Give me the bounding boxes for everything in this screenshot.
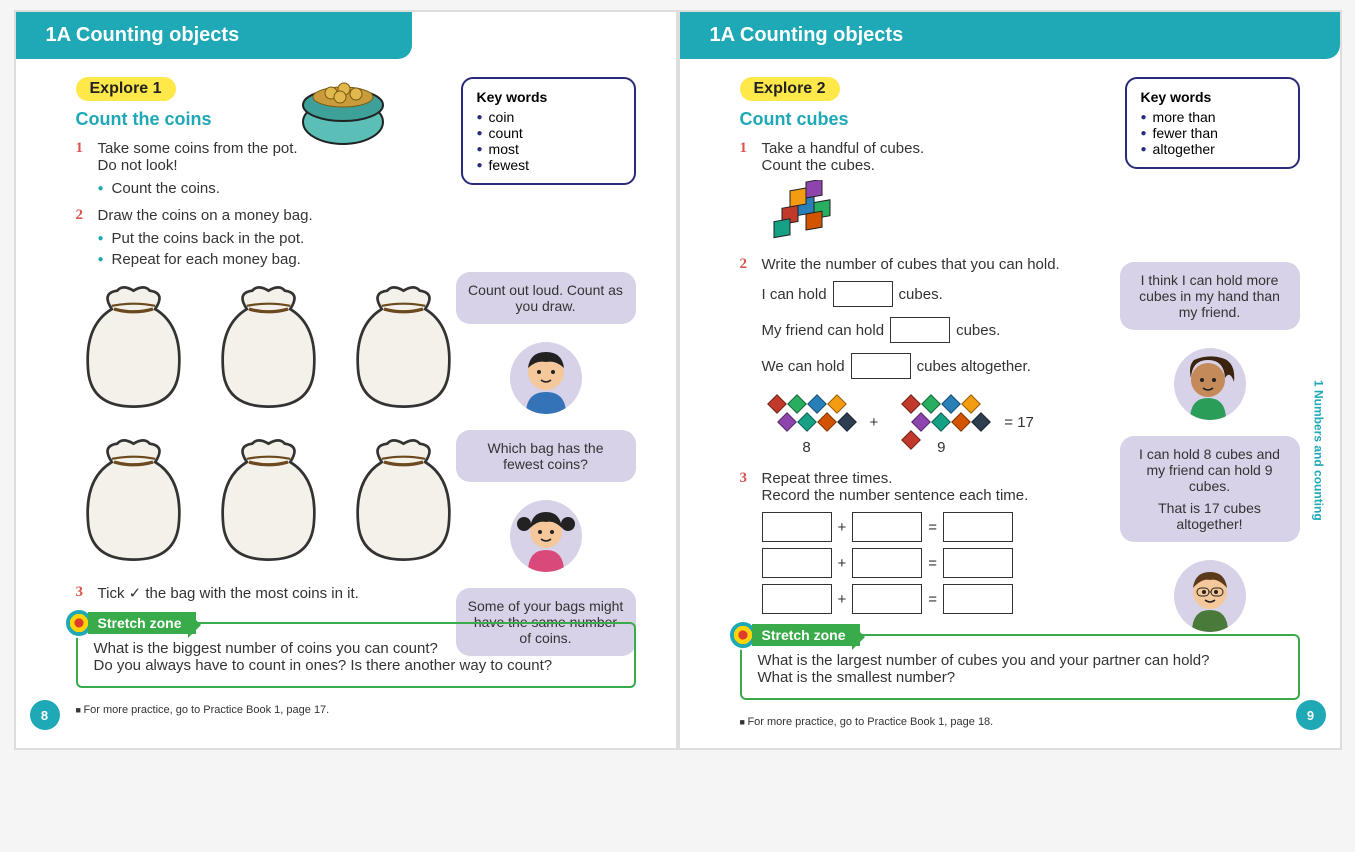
money-bag-icon [76,435,191,570]
cube-group-9-icon [896,389,986,439]
speech-bubble: I can hold 8 cubes and my friend can hol… [1120,436,1300,542]
equation-row: += [762,584,1080,614]
stretch-label: Stretch zone [88,612,196,634]
blank-input[interactable] [852,548,922,578]
child-avatar-icon [510,500,582,572]
header-left: 1A Counting objects [16,12,412,59]
blank-input[interactable] [943,584,1013,614]
callouts-right: I think I can hold more cubes in my hand… [1120,262,1300,636]
blank-input[interactable] [833,281,893,307]
keywords-box-left: Key words coin count most fewest [461,77,636,185]
step-2: 2 Draw the coins on a money bag. Put the… [76,207,436,268]
equation-row: += [762,512,1080,542]
step-2: 2 Write the number of cubes that you can… [740,256,1080,456]
footer-note-right: For more practice, go to Practice Book 1… [680,708,1340,728]
steps-left-3: 3 Tick ✓ the bag with the most coins in … [76,584,436,602]
header-right: 1A Counting objects [680,12,1340,59]
steps-left: 1 Take some coins from the pot. Do not l… [76,140,436,268]
step-3: 3 Tick ✓ the bag with the most coins in … [76,584,436,602]
blank-input[interactable] [943,512,1013,542]
page-left: 1A Counting objects Explore 1 Count the … [16,12,676,748]
stretch-label: Stretch zone [752,624,860,646]
speech-bubble: I think I can hold more cubes in my hand… [1120,262,1300,330]
blank-input[interactable] [851,353,911,379]
money-bags [76,282,476,570]
stretch-question: What is the smallest number? [758,669,1282,686]
explore-pill-left: Explore 1 [76,77,176,101]
keyword-item: fewer than [1141,125,1282,141]
keywords-title: Key words [477,89,618,105]
equation-row: += [762,548,1080,578]
keyword-item: more than [1141,109,1282,125]
stretch-question: What is the biggest number of coins you … [94,640,618,657]
keyword-item: coin [477,109,618,125]
explore-pill-right: Explore 2 [740,77,840,101]
cube-group-8-icon [762,389,852,439]
step-3: 3 Repeat three times. Record the number … [740,470,1080,614]
chapter-side-label: 1 Numbers and counting [1312,380,1326,521]
stretch-zone-right: Stretch zone What is the largest number … [740,634,1300,700]
blank-input[interactable] [890,317,950,343]
child-avatar-icon [1174,560,1246,632]
cubes-cluster-icon [762,180,1080,244]
keyword-item: most [477,141,618,157]
stretch-question: Do you always have to count in ones? Is … [94,657,618,674]
fill-in-line: My friend can holdcubes. [762,317,1080,343]
keywords-title: Key words [1141,89,1282,105]
speech-bubble: Count out loud. Count as you draw. [456,272,636,324]
page-number-left: 8 [30,700,60,730]
steps-right: 1 Take a handful of cubes. Count the cub… [740,140,1080,614]
cubes-equation: 8 + 9 = 17 [762,389,1080,456]
keyword-item: altogether [1141,141,1282,157]
page-spread: 1A Counting objects Explore 1 Count the … [14,10,1342,750]
money-bag-icon [211,282,326,417]
keyword-item: fewest [477,157,618,173]
footer-note-left: For more practice, go to Practice Book 1… [16,696,676,716]
page-right: 1A Counting objects Explore 2 Count cube… [680,12,1340,748]
keyword-item: count [477,125,618,141]
callouts-left: Count out loud. Count as you draw. Which… [456,272,636,656]
step-1: 1 Take some coins from the pot. Do not l… [76,140,436,197]
speech-bubble: Which bag has the fewest coins? [456,430,636,482]
blank-input[interactable] [943,548,1013,578]
stretch-zone-left: Stretch zone What is the biggest number … [76,622,636,688]
blank-input[interactable] [762,512,832,542]
blank-input[interactable] [852,584,922,614]
blank-input[interactable] [762,584,832,614]
page-number-right: 9 [1296,700,1326,730]
blank-input[interactable] [852,512,922,542]
step-1: 1 Take a handful of cubes. Count the cub… [740,140,1080,244]
keywords-box-right: Key words more than fewer than altogethe… [1125,77,1300,169]
child-avatar-icon [510,342,582,414]
child-avatar-icon [1174,348,1246,420]
money-bag-icon [211,435,326,570]
money-bag-icon [76,282,191,417]
fill-in-line: We can holdcubes altogether. [762,353,1080,379]
money-bag-icon [346,435,461,570]
money-bag-icon [346,282,461,417]
fill-in-line: I can holdcubes. [762,281,1080,307]
blank-input[interactable] [762,548,832,578]
stretch-question: What is the largest number of cubes you … [758,652,1282,669]
